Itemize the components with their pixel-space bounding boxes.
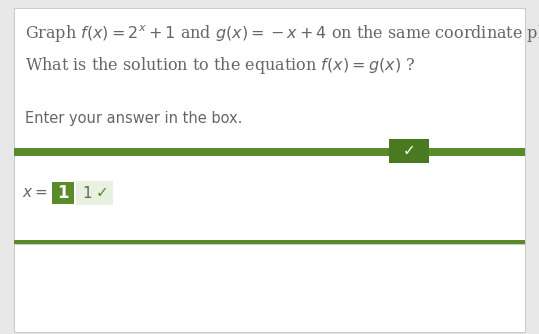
Bar — [14, 8, 525, 152]
Bar — [14, 244, 525, 332]
Text: ✓: ✓ — [96, 185, 109, 200]
FancyBboxPatch shape — [76, 181, 113, 205]
Text: Graph $f(x) = 2^x + 1$ and $g(x) = -x + 4$ on the same coordinate plane.: Graph $f(x) = 2^x + 1$ and $g(x) = -x + … — [25, 23, 539, 44]
Text: 1: 1 — [57, 184, 69, 202]
Text: ✓: ✓ — [96, 185, 109, 200]
Text: What is the solution to the equation $f(x) = g(x)$ ?: What is the solution to the equation $f(… — [25, 55, 415, 76]
Text: 1: 1 — [82, 185, 92, 200]
Text: 1: 1 — [82, 185, 92, 200]
Bar — [14, 240, 525, 244]
FancyBboxPatch shape — [389, 139, 429, 163]
Text: Enter your answer in the box.: Enter your answer in the box. — [25, 112, 243, 127]
Bar — [14, 152, 525, 244]
Text: $x = $: $x = $ — [22, 186, 47, 200]
Bar — [14, 148, 525, 156]
Bar — [52, 182, 74, 204]
Text: ✓: ✓ — [403, 144, 416, 159]
